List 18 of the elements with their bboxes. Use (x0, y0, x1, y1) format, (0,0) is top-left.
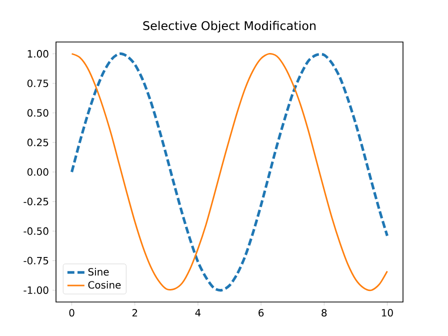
y-tick-label: 0.50 (27, 109, 48, 117)
y-tick-label: 0.75 (27, 80, 48, 88)
y-tick-label: -0.75 (24, 256, 48, 264)
y-tick-label: 0.25 (27, 138, 48, 146)
y-tick-label: 0.00 (27, 168, 48, 176)
chart-title: Selective Object Modification (143, 20, 316, 32)
x-tick-label: 0 (69, 309, 74, 317)
x-tick-label: 8 (322, 309, 327, 317)
legend-label: Cosine (88, 280, 121, 289)
x-tick-label: 10 (382, 309, 393, 317)
y-tick-label: 1.00 (28, 50, 48, 58)
x-tick-label: 4 (195, 309, 201, 316)
x-tick-label: 2 (132, 309, 138, 316)
x-tick-label: 6 (258, 309, 264, 317)
y-tick-label: -0.25 (24, 198, 48, 206)
y-tick-label: -1.00 (24, 286, 48, 294)
legend-label: Sine (88, 268, 109, 276)
y-tick-label: -0.50 (24, 227, 48, 235)
